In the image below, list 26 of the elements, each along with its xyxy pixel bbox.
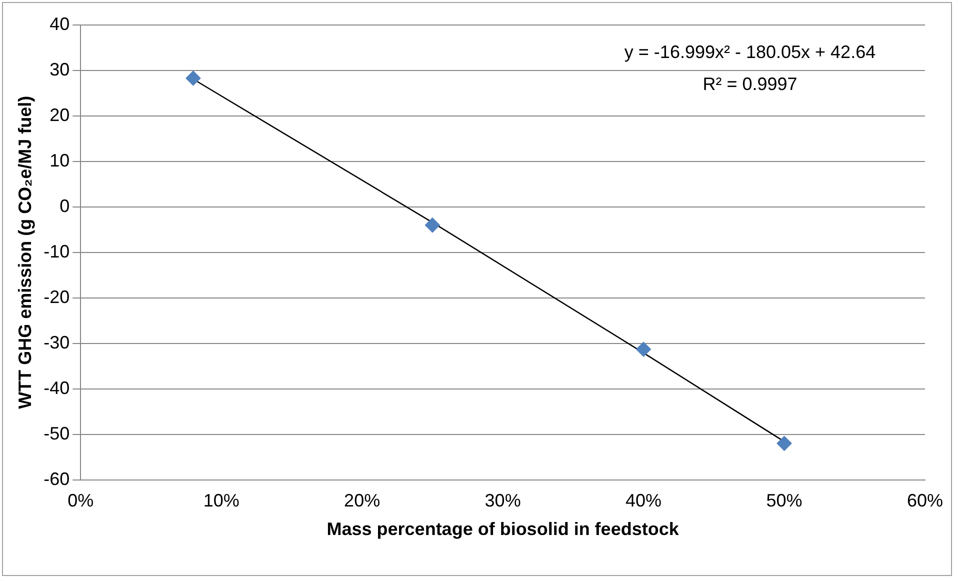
y-tick-label: 30: [50, 59, 70, 80]
y-tick-label: -30: [44, 332, 70, 352]
point: [776, 436, 792, 451]
point: [186, 70, 201, 86]
x-axis-title: Mass percentage of biosolid in feedstock: [326, 519, 680, 540]
x-tick-label: 40%: [626, 490, 662, 511]
x-tick-label: 20%: [344, 490, 380, 511]
y-tick-label: 20: [50, 104, 70, 125]
x-tick-label: 50%: [766, 490, 802, 511]
y-tick-label: 0: [60, 196, 70, 216]
annotation: R² = 0.9997: [702, 74, 798, 94]
y-tick-label: -40: [44, 378, 70, 398]
y-tick-label: 10: [50, 150, 70, 170]
y-tick-label: -60: [44, 468, 70, 489]
y-tick-label: -20: [44, 286, 70, 307]
x-tick-label: 60%: [906, 490, 944, 511]
x-tick-label: 30%: [484, 490, 521, 511]
point: [424, 218, 440, 233]
y-axis-title: WTT GHG emission (g CO₂e/MJ fuel): [14, 96, 35, 409]
y-tick-label: 40: [50, 14, 70, 34]
y-tick-label: -50: [44, 423, 70, 444]
x-tick-label: 0%: [68, 490, 94, 511]
point: [636, 342, 652, 357]
x-tick-label: 10%: [203, 490, 240, 511]
y-tick-label: -10: [44, 241, 70, 262]
annotation: y = -16.999x² - 180.05x + 42.64: [624, 42, 876, 62]
